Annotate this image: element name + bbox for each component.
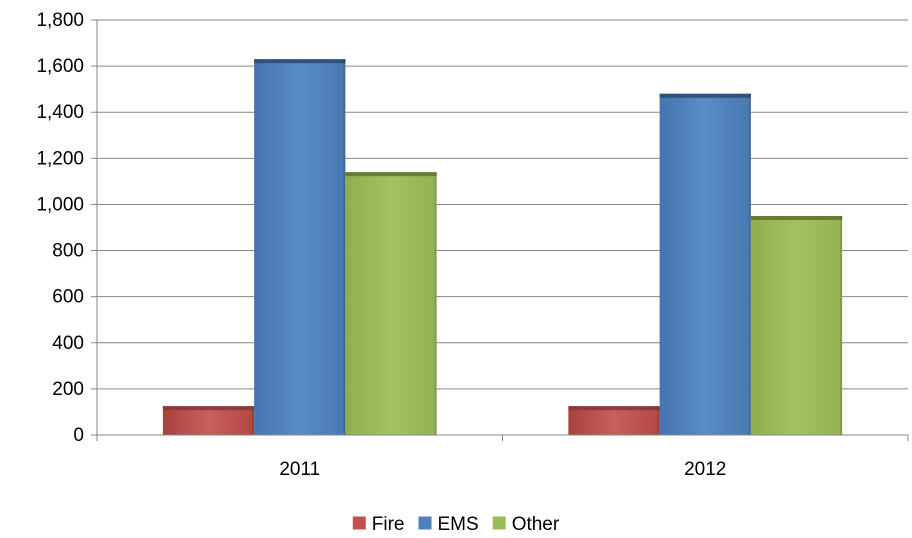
y-tick-label: 1,400 (36, 102, 84, 123)
bar-ems-2012 (659, 93, 751, 436)
legend-label-ems: EMS (438, 514, 479, 535)
bar-top-edge (345, 172, 437, 177)
y-tick-label: 400 (52, 333, 84, 354)
y-tick-label: 0 (73, 425, 84, 446)
bar-side-shade (434, 172, 437, 435)
bar-fire-2012 (568, 406, 660, 435)
bar-side-shade (343, 59, 346, 435)
legend-label-other: Other (512, 514, 560, 535)
legend-label-fire: Fire (372, 514, 405, 535)
bar-side-shade (840, 215, 843, 435)
x-tick-label: 2012 (684, 459, 726, 480)
legend-swatch-other (492, 516, 506, 530)
y-tick-labels: 0 200 400 600 800 1,000 1,200 1,400 1,600 1,800 (36, 10, 84, 446)
axes (91, 19, 909, 441)
bar-side-shade (748, 93, 751, 436)
y-tick-label: 800 (52, 241, 84, 262)
gridlines (97, 19, 908, 390)
y-tick-label: 1,800 (36, 10, 84, 31)
legend-swatch-fire (352, 516, 366, 530)
legend: Fire EMS Other (352, 514, 560, 535)
bar-top-edge (162, 406, 255, 411)
bar-side-shade (252, 406, 255, 435)
x-tick-labels: 2011 2012 (279, 459, 726, 480)
legend-swatch-ems (418, 516, 432, 530)
bars (162, 59, 843, 436)
bar-other-2011 (345, 172, 437, 435)
bar-top-edge (659, 93, 751, 98)
bar-top-edge (568, 406, 660, 411)
y-tick-label: 200 (52, 379, 84, 400)
bar-top-edge (750, 215, 843, 220)
bar-top-edge (254, 59, 346, 64)
bar-fire-2011 (162, 406, 255, 435)
bar-side-shade (657, 406, 660, 435)
y-tick-label: 1,000 (36, 194, 84, 215)
bar-other-2012 (750, 215, 843, 435)
y-tick-label: 1,600 (36, 56, 84, 77)
y-tick-label: 1,200 (36, 148, 84, 169)
x-tick-label: 2011 (279, 459, 320, 480)
y-tick-label: 600 (52, 287, 84, 308)
bar-ems-2011 (254, 59, 346, 435)
